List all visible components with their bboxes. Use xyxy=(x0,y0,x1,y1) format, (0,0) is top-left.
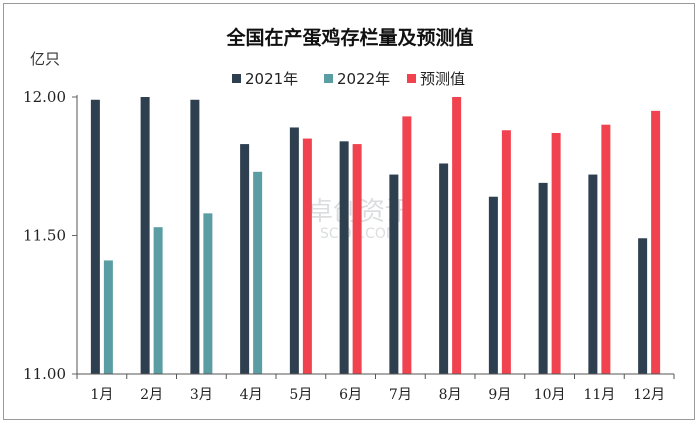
bar-2021 xyxy=(339,141,349,374)
x-tick-label: 7月 xyxy=(389,387,412,403)
y-tick-label: 12.00 xyxy=(23,88,66,106)
legend-label: 2022年 xyxy=(337,70,390,88)
bar-2021 xyxy=(90,99,100,375)
bar-forecast xyxy=(452,97,462,374)
bar-2021 xyxy=(439,163,449,374)
y-tick-label: 11.50 xyxy=(23,227,66,245)
bar-2021 xyxy=(240,144,250,374)
bar-2022 xyxy=(103,260,113,374)
bar-2021 xyxy=(190,99,200,375)
bar-2021 xyxy=(140,97,150,374)
x-tick-label: 3月 xyxy=(190,387,213,403)
bar-forecast xyxy=(551,133,561,374)
legend-swatch xyxy=(232,74,241,83)
legend: 2021年 2022年 预测值 xyxy=(232,70,465,88)
x-tick-label: 2月 xyxy=(140,387,163,403)
y-tick-label: 11.00 xyxy=(23,365,66,383)
bar-2021 xyxy=(289,127,299,374)
bar-2022 xyxy=(253,171,263,374)
legend-label: 2021年 xyxy=(245,70,298,88)
bar-2022 xyxy=(153,227,163,374)
y-axis-ticks: 11.00 11.50 12.00 xyxy=(23,88,77,383)
x-tick-label: 6月 xyxy=(339,387,362,403)
bar-2021 xyxy=(389,174,399,374)
x-tick-label: 9月 xyxy=(488,387,511,403)
bar-2021 xyxy=(488,196,498,374)
legend-label: 预测值 xyxy=(420,70,465,88)
x-axis-ticks: 1月 2月 3月 4月 5月 6月 7月 8月 9月 10月 11月 12月 xyxy=(90,387,665,403)
bar-2022 xyxy=(203,213,213,374)
bar-2021 xyxy=(638,238,648,374)
bar-2021 xyxy=(538,182,548,374)
bar-forecast xyxy=(651,110,661,374)
bar-2021 xyxy=(588,174,598,374)
legend-swatch xyxy=(324,74,333,83)
bar-forecast xyxy=(501,130,511,374)
bars xyxy=(90,97,661,375)
bar-forecast xyxy=(352,144,362,374)
bar-forecast xyxy=(601,124,611,374)
x-tick-label: 11月 xyxy=(583,387,615,403)
x-tick-label: 12月 xyxy=(633,387,665,403)
axes xyxy=(76,95,675,379)
x-tick-label: 5月 xyxy=(289,387,312,403)
bar-forecast xyxy=(402,116,412,374)
y-axis-unit: 亿只 xyxy=(30,50,60,68)
legend-swatch xyxy=(407,74,416,83)
x-tick-label: 4月 xyxy=(240,387,263,403)
bar-forecast xyxy=(302,138,312,374)
x-tick-label: 10月 xyxy=(534,387,566,403)
x-tick-label: 1月 xyxy=(90,387,113,403)
x-tick-label: 8月 xyxy=(439,387,462,403)
chart-title: 全国在产蛋鸡存栏量及预测值 xyxy=(225,26,473,49)
